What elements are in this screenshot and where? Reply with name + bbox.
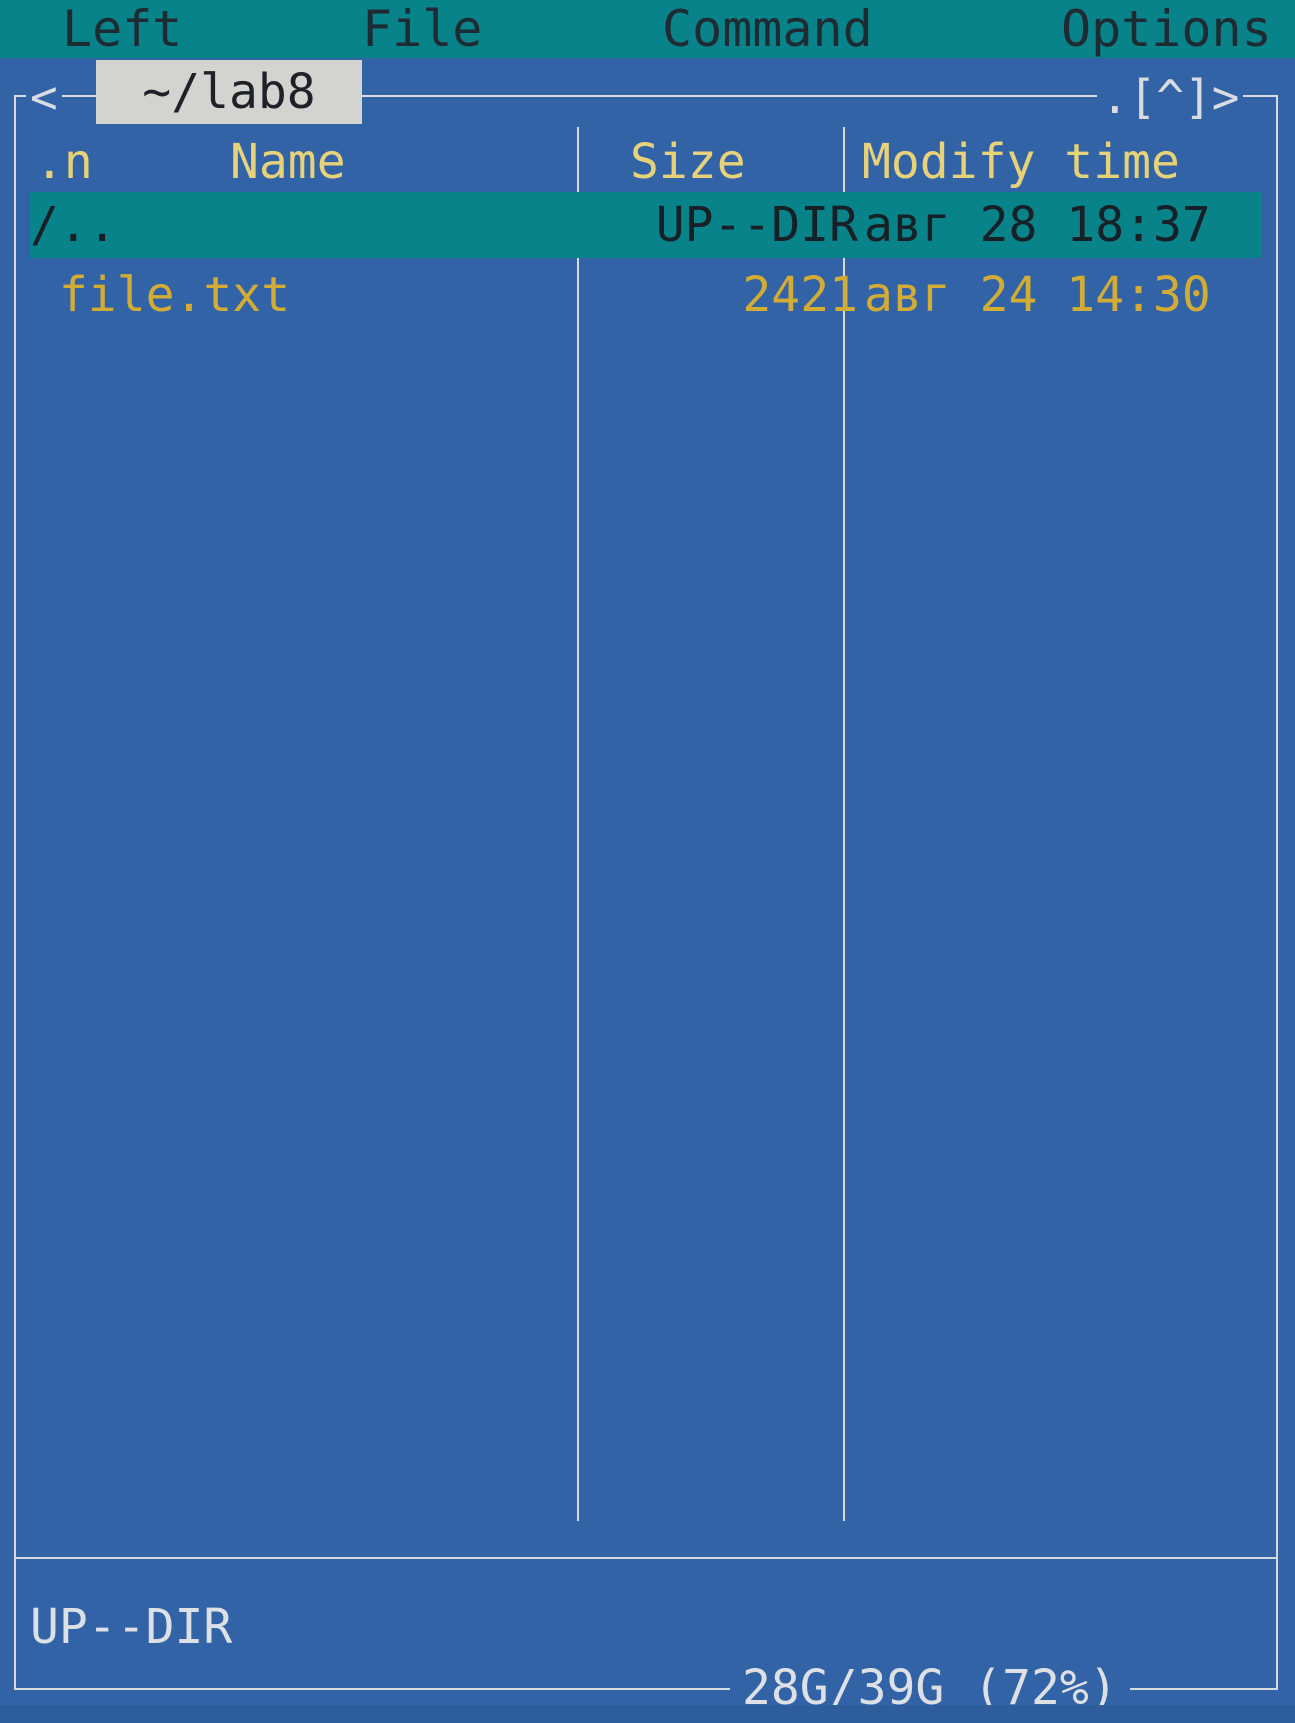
column-separator-name-size — [577, 127, 579, 1521]
status-line: UP--DIR — [30, 1599, 233, 1655]
column-header-size[interactable]: Size — [630, 134, 746, 190]
history-controls[interactable]: .[^]> — [1097, 72, 1244, 122]
file-modify-time: авг 24 14:30 — [864, 267, 1211, 323]
status-separator — [14, 1557, 1278, 1559]
file-size: 2421 — [742, 267, 858, 323]
current-path[interactable]: ~/lab8 — [96, 60, 362, 124]
file-panel — [14, 95, 1278, 1690]
menu-command[interactable]: Command — [662, 0, 873, 58]
menu-options[interactable]: Options — [1061, 0, 1272, 58]
column-separator-size-time — [843, 127, 845, 1521]
file-modify-time: авг 28 18:37 — [864, 197, 1211, 253]
file-row-file-txt[interactable]: file.txt 2421 авг 24 14:30 — [30, 262, 1262, 328]
sort-indicator[interactable]: .n — [35, 134, 93, 190]
file-size: UP--DIR — [655, 197, 858, 253]
menu-left[interactable]: Left — [62, 0, 183, 58]
file-name: /.. — [30, 197, 117, 253]
column-header-name[interactable]: Name — [230, 134, 346, 190]
column-header-modify-time[interactable]: Modify time — [862, 134, 1180, 190]
file-row-updir[interactable]: /.. UP--DIR авг 28 18:37 — [30, 192, 1262, 258]
bottom-strip — [0, 1705, 1295, 1723]
file-name: file.txt — [30, 267, 291, 323]
menu-file[interactable]: File — [362, 0, 483, 58]
menu-bar: Left File Command Options — [0, 0, 1295, 58]
history-back-button[interactable]: < — [26, 72, 62, 122]
